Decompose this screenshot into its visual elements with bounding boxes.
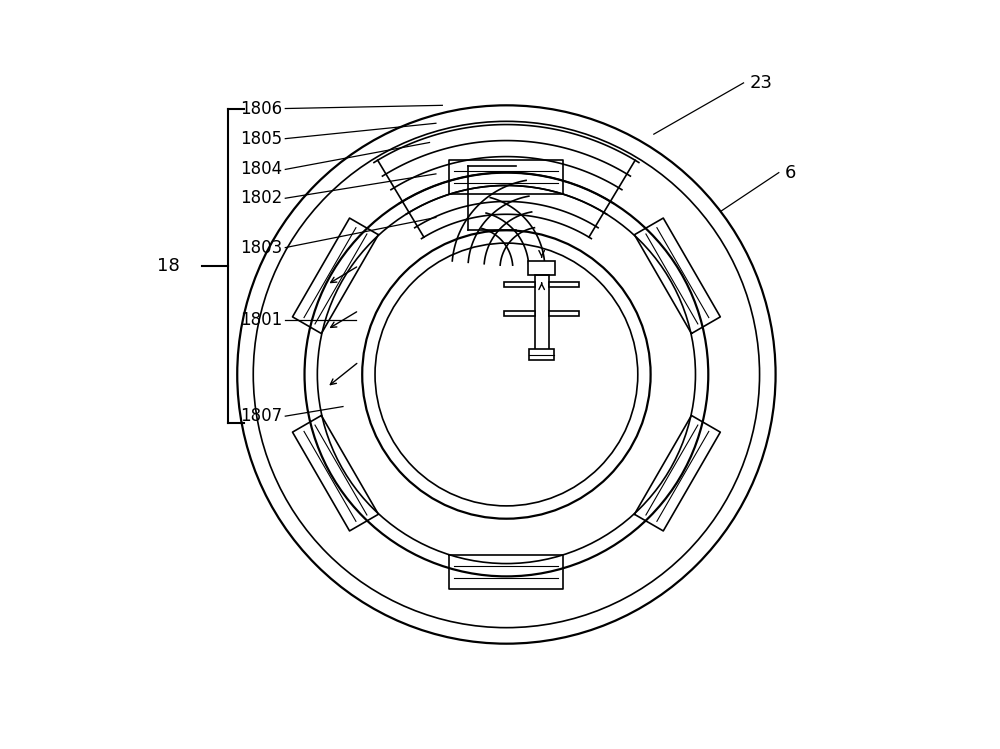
Text: 23: 23 <box>750 74 773 92</box>
Polygon shape <box>504 282 535 288</box>
Text: 1806: 1806 <box>240 100 282 118</box>
Polygon shape <box>549 311 579 316</box>
Text: 1804: 1804 <box>240 160 282 178</box>
Text: 1805: 1805 <box>240 130 282 148</box>
Polygon shape <box>528 261 555 275</box>
Polygon shape <box>504 311 535 316</box>
Text: 1807: 1807 <box>240 407 282 425</box>
Text: 1801: 1801 <box>240 311 282 329</box>
Text: 18: 18 <box>157 257 180 275</box>
Text: 1802: 1802 <box>240 189 282 207</box>
Polygon shape <box>529 349 554 360</box>
Text: 1803: 1803 <box>240 239 282 257</box>
Text: 6: 6 <box>785 163 797 181</box>
Polygon shape <box>549 282 579 288</box>
